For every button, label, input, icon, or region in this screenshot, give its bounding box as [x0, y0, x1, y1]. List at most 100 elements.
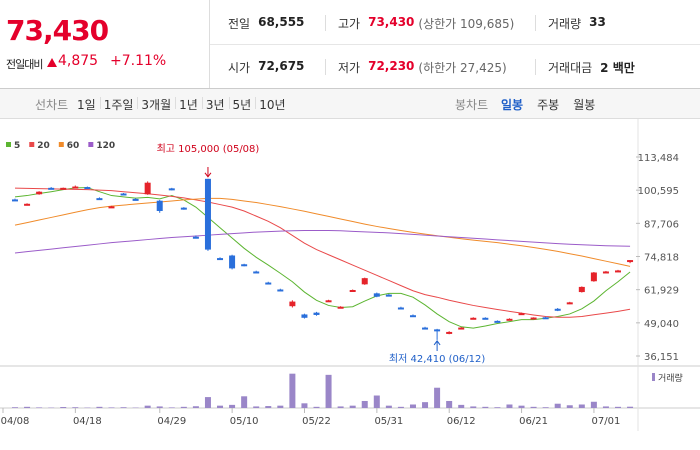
volume-bar: [615, 406, 621, 408]
candle-body: [506, 318, 513, 321]
candle-body: [578, 286, 585, 293]
x-tick-label: 04/29: [157, 416, 186, 427]
period-tab[interactable]: 10년: [259, 98, 286, 112]
candle-body: [265, 282, 272, 285]
divider: [535, 59, 536, 75]
candle-tab[interactable]: 일봉: [501, 98, 524, 112]
period-tab[interactable]: 1주일: [103, 98, 134, 112]
period-tab[interactable]: 1년: [179, 98, 198, 112]
volume-bar: [578, 404, 585, 408]
change: 4,875: [58, 53, 99, 69]
y-tick-label: 100,595: [638, 186, 679, 197]
candle-body: [518, 313, 525, 316]
tab-divider: [137, 97, 139, 109]
change-pct: +7.11%: [110, 53, 167, 69]
period-tab[interactable]: 3년: [205, 98, 225, 112]
stat-label: 시가: [228, 61, 251, 75]
legend-swatch: [29, 142, 35, 147]
candle-body: [590, 272, 597, 282]
y-tick-label: 49,040: [644, 319, 679, 330]
candle-body: [313, 312, 320, 315]
period-tab[interactable]: 5년: [232, 98, 252, 112]
legend-swatch: [6, 142, 11, 147]
y-tick-label: 36,151: [644, 352, 679, 363]
legend-swatch: [58, 142, 64, 147]
stat-value: 73,430: [368, 15, 415, 29]
candle-body: [494, 320, 501, 323]
divider: [325, 15, 326, 31]
candle-body: [96, 198, 103, 201]
volume-bar: [289, 373, 296, 408]
legend-label: 60: [67, 141, 80, 151]
volume-bar: [385, 405, 392, 408]
tab-group-label: 봉차트: [455, 98, 489, 112]
x-tick-label: 05/22: [302, 416, 331, 427]
candle-body: [289, 301, 296, 307]
divider: [325, 59, 326, 75]
stat-label: 저가: [338, 61, 361, 75]
volume-bar: [590, 401, 597, 408]
tab-divider: [201, 97, 203, 109]
row-divider: [210, 44, 700, 45]
stat-label: 고가: [338, 17, 361, 31]
volume-bar: [108, 407, 115, 408]
volume-bar: [313, 406, 320, 408]
candle-body: [108, 206, 115, 209]
volume-bar: [96, 406, 103, 408]
candle-body: [229, 255, 236, 269]
price: 73,430: [6, 14, 109, 47]
candle-body: [24, 203, 31, 206]
volume-bar: [241, 396, 248, 408]
candle-body: [72, 186, 79, 189]
candle-body: [48, 187, 55, 190]
stat-label: 거래대금: [548, 61, 593, 75]
x-tick-label: 04/08: [1, 416, 30, 427]
candle-body: [192, 236, 199, 239]
candle-body: [482, 317, 489, 320]
stat-label: 전일: [228, 17, 251, 31]
volume-bar: [301, 403, 308, 408]
candle-body: [253, 271, 260, 274]
volume-bar: [518, 405, 525, 408]
x-tick-label: 06/21: [519, 416, 548, 427]
x-tick-label: 05/31: [374, 416, 403, 427]
y-tick-label: 113,484: [638, 153, 679, 164]
volume-bar: [554, 403, 561, 408]
period-tab[interactable]: 1일: [77, 98, 96, 112]
candle-body: [120, 193, 127, 196]
candle-body: [84, 187, 91, 190]
volume-bar: [627, 406, 634, 408]
volume-bar: [72, 407, 79, 408]
volume-bar: [60, 407, 67, 408]
volume-bar: [180, 406, 187, 408]
up-arrow: [47, 58, 57, 67]
x-tick-label: 07/01: [592, 416, 621, 427]
period-tab[interactable]: 3개월: [141, 98, 172, 112]
tab-divider: [255, 97, 257, 109]
moving-average: [14, 187, 631, 318]
max-arrow-head: [204, 172, 212, 178]
y-tick-label: 61,929: [644, 286, 679, 297]
volume-bar: [192, 406, 199, 408]
volume-bar: [277, 405, 284, 408]
volume-bar: [265, 406, 272, 408]
candle-tab[interactable]: 주봉: [537, 98, 560, 112]
moving-average: [14, 230, 631, 254]
candle-body: [434, 329, 441, 332]
volume-bar: [253, 406, 260, 408]
volume-bar: [397, 406, 404, 408]
candle-body: [168, 188, 175, 191]
candle-tab[interactable]: 월봉: [573, 98, 596, 112]
candle-body: [542, 317, 549, 320]
candle-body: [566, 302, 573, 305]
candle-body: [615, 270, 621, 273]
stat-value: 72,675: [258, 59, 305, 73]
moving-average: [14, 197, 631, 267]
candle-body: [470, 317, 477, 320]
candle-body: [132, 198, 139, 201]
volume-bar: [361, 400, 368, 408]
volume-bar: [144, 405, 151, 408]
candle-body: [144, 182, 151, 195]
price-box: 73,430 전일대비 4,875 +7.11%: [0, 0, 210, 88]
